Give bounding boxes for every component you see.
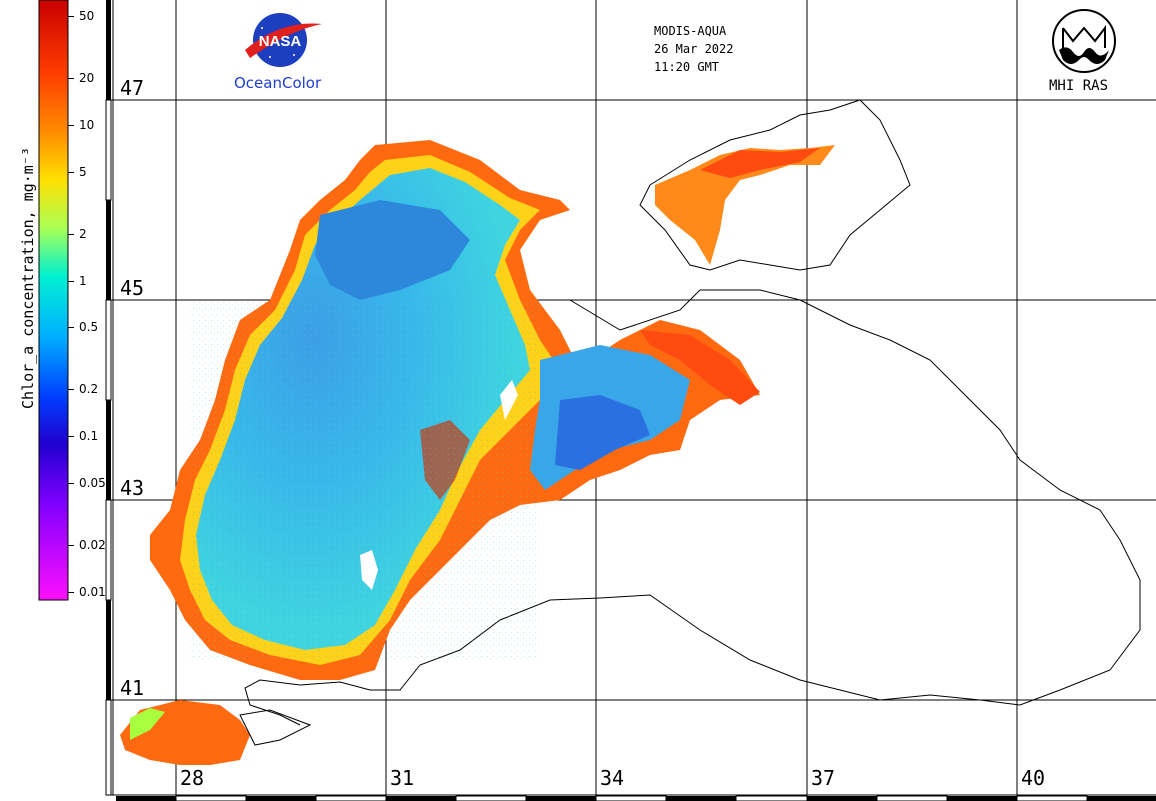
chlor-field [150, 140, 760, 680]
lon-label-37: 37 [809, 766, 838, 790]
colorbar-tick-label: 50 [79, 9, 95, 23]
sea-of-marmara [120, 700, 312, 765]
colorbar-title: Chlor_a concentration, mg·m⁻³ [19, 147, 37, 409]
colorbar-tick-mark [68, 483, 74, 485]
lon-label-28: 28 [178, 766, 207, 790]
colorbar-tick-mark [68, 389, 74, 391]
mhi-ras-logo: MHI RAS [1045, 8, 1123, 98]
colorbar-tick-label: 1 [79, 273, 87, 288]
lon-label-40: 40 [1019, 766, 1048, 790]
colorbar-tick-label: 0.01 [79, 585, 106, 599]
bottom-scale-bar [107, 794, 1156, 801]
colorbar-tick-label: 20 [79, 70, 95, 85]
colorbar-tick-mark [68, 436, 74, 438]
colorbar-tick-label: 0.02 [79, 538, 106, 553]
colorbar-gradient [38, 0, 69, 601]
colorbar-tick-mark [68, 77, 74, 79]
colorbar-tick-mark [68, 16, 74, 17]
lat-label-45: 45 [118, 276, 147, 300]
colorbar-tick-label: 10 [79, 117, 95, 132]
colorbar-tick-mark [68, 327, 74, 329]
colorbar-tick-mark [68, 545, 74, 547]
svg-text:NASA: NASA [259, 33, 302, 50]
colorbar-tick-label: 0.05 [79, 476, 106, 491]
colorbar-tick-mark [68, 171, 74, 173]
lat-label-41: 41 [118, 676, 147, 700]
sensor-label: MODIS-AQUA [654, 24, 727, 38]
lat-label-47: 47 [118, 76, 147, 100]
time-label: 11:20 GMT [654, 60, 720, 74]
colorbar-tick-label: 0.5 [79, 320, 99, 335]
colorbar-tick-mark [68, 280, 74, 282]
left-scale-bar [105, 0, 114, 796]
colorbar-tick-mark [68, 233, 74, 235]
mhi-ras-label: MHI RAS [1049, 78, 1109, 94]
colorbar-tick-mark [68, 592, 74, 593]
mhi-emblem-icon [1052, 9, 1116, 73]
lon-label-31: 31 [388, 766, 417, 790]
lat-label-43: 43 [118, 476, 147, 500]
colorbar-tick-label: 0.2 [79, 382, 99, 397]
nasa-meatball-icon: NASA [245, 13, 322, 67]
lon-label-34: 34 [598, 766, 627, 790]
colorbar-tick-label: 5 [79, 164, 87, 179]
nasa-oceancolor-logo: NASA OceanColor [230, 10, 330, 95]
header-block: MODIS-AQUA 26 Mar 2022 11:20 GMT [646, 20, 786, 78]
oceancolor-label: OceanColor [234, 74, 322, 92]
colorbar-tick-label: 0.1 [79, 429, 99, 444]
date-label: 26 Mar 2022 [654, 42, 734, 56]
colorbar-tick-mark [68, 124, 74, 126]
colorbar-tick-label: 2 [79, 226, 87, 241]
sea-of-azov [639, 99, 911, 271]
coastline [244, 289, 1141, 726]
